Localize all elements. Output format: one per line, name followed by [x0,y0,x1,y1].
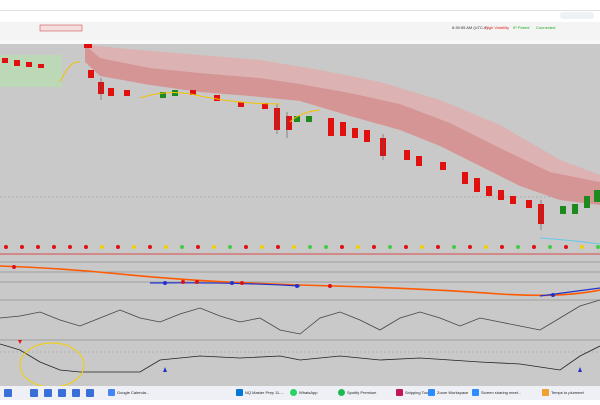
app-label[interactable]: Spotify Premium [347,390,377,395]
app-icon[interactable] [472,389,479,396]
oscillator-blue [149,282,600,297]
app-label[interactable]: Google Calenda... [117,390,149,395]
signal-dots-green [180,245,600,249]
symbol-box[interactable] [39,24,83,32]
taskbar-apps: Google Calenda... NQ Master Prep 11-... … [108,389,585,396]
arrow-marker [18,340,22,344]
volatility: High Volatility [485,25,509,30]
app-label[interactable]: Zoom Workspace [437,390,469,395]
tab-divider [0,10,600,11]
app-icon[interactable] [542,389,549,396]
oscillator-line [0,265,600,297]
signal-dots-yellow [100,245,584,249]
taskbar [0,386,600,400]
app-label[interactable]: NQ Master Prep 11-... [245,390,284,395]
stochastic-line [0,299,600,335]
wicks [100,78,542,230]
green-zone [0,55,62,87]
momentum-line [0,343,600,373]
app-label[interactable]: Screen sharing meet... [481,390,521,395]
app-icon[interactable] [236,389,243,396]
app-icon[interactable] [290,389,297,396]
cloud [85,45,600,205]
chart-header [0,40,600,44]
app-icon[interactable] [428,389,435,396]
arrow-marker [578,367,582,372]
arrow-marker [163,367,167,372]
app-icon[interactable] [396,389,403,396]
taskbar-icons [4,389,94,397]
browser-button[interactable] [560,12,594,19]
cloud-upper [85,45,600,182]
marker [84,44,92,48]
osc-dots [163,281,555,297]
clock: 6:39:55 AM (UTC-6) [452,25,488,30]
cyan-line [539,237,600,245]
platform-toolbar [0,22,600,40]
app-icon[interactable] [338,389,345,396]
ip-paired: IP Paired [513,25,529,30]
drawing-yellow [59,61,321,123]
connection: Connected [536,25,555,30]
app-label[interactable]: WhatsApp [299,390,318,395]
app-label[interactable]: Snipping Tool [405,390,429,395]
app-label[interactable]: Temps to plummet [551,390,585,395]
app-icon[interactable] [108,389,115,396]
signal-dots [4,245,568,249]
osc-dots-red [12,265,332,288]
